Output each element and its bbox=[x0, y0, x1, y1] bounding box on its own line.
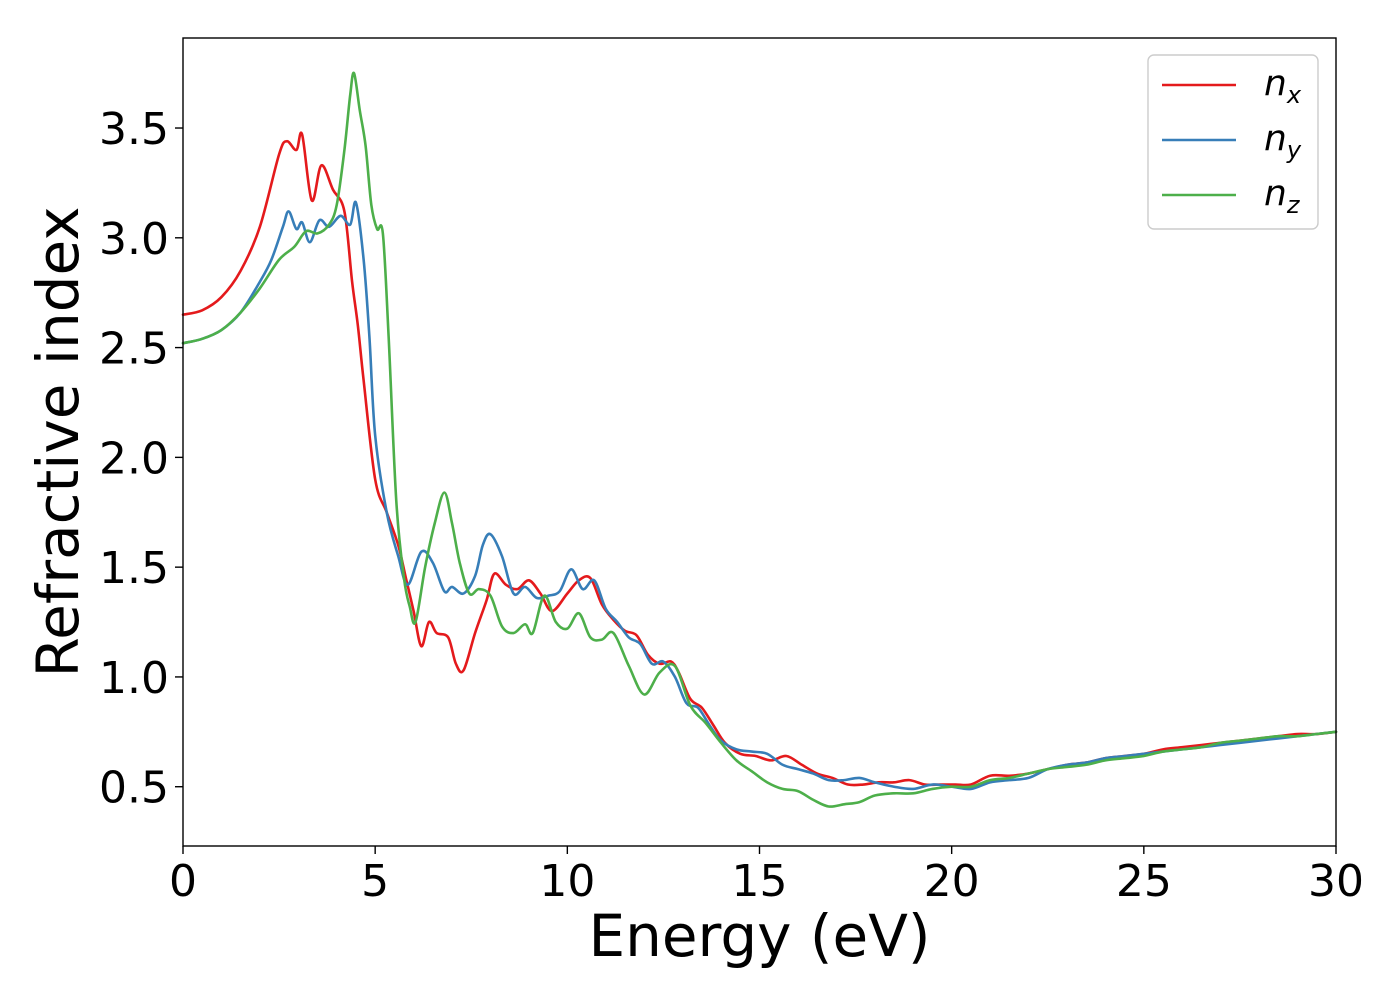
legend-subscript: z bbox=[1286, 191, 1301, 219]
x-tick-label: 0 bbox=[169, 856, 197, 907]
x-tick-label: 10 bbox=[539, 856, 595, 907]
x-axis-label: Energy (eV) bbox=[588, 902, 930, 970]
series-line-nx bbox=[181, 131, 1338, 787]
x-tick-label: 25 bbox=[1116, 856, 1172, 907]
series-layer bbox=[181, 71, 1338, 808]
legend-label-nz: nz bbox=[1264, 173, 1301, 219]
series-line-nz bbox=[181, 71, 1338, 808]
legend-box bbox=[1147, 54, 1319, 230]
y-tick-label: 3.0 bbox=[99, 214, 169, 265]
x-tick-label: 5 bbox=[361, 856, 389, 907]
y-axis: 0.5 1.0 1.5 2.0 2.5 3.0 3.5 bbox=[99, 104, 183, 814]
legend-subscript: y bbox=[1286, 136, 1302, 164]
legend-subscript: x bbox=[1286, 81, 1302, 109]
y-tick-label: 0.5 bbox=[99, 763, 169, 814]
x-tick-label: 30 bbox=[1308, 856, 1364, 907]
x-tick-label: 20 bbox=[924, 856, 980, 907]
series-line-ny bbox=[181, 200, 1338, 791]
y-tick-label: 1.0 bbox=[99, 653, 169, 704]
y-tick-label: 3.5 bbox=[99, 104, 169, 155]
x-axis: 0 5 10 15 20 25 30 bbox=[169, 846, 1364, 907]
x-tick-label: 15 bbox=[732, 856, 788, 907]
y-tick-label: 1.5 bbox=[99, 543, 169, 594]
y-tick-label: 2.5 bbox=[99, 324, 169, 375]
y-axis-label: Refractive index bbox=[24, 206, 92, 677]
y-tick-label: 2.0 bbox=[99, 433, 169, 484]
